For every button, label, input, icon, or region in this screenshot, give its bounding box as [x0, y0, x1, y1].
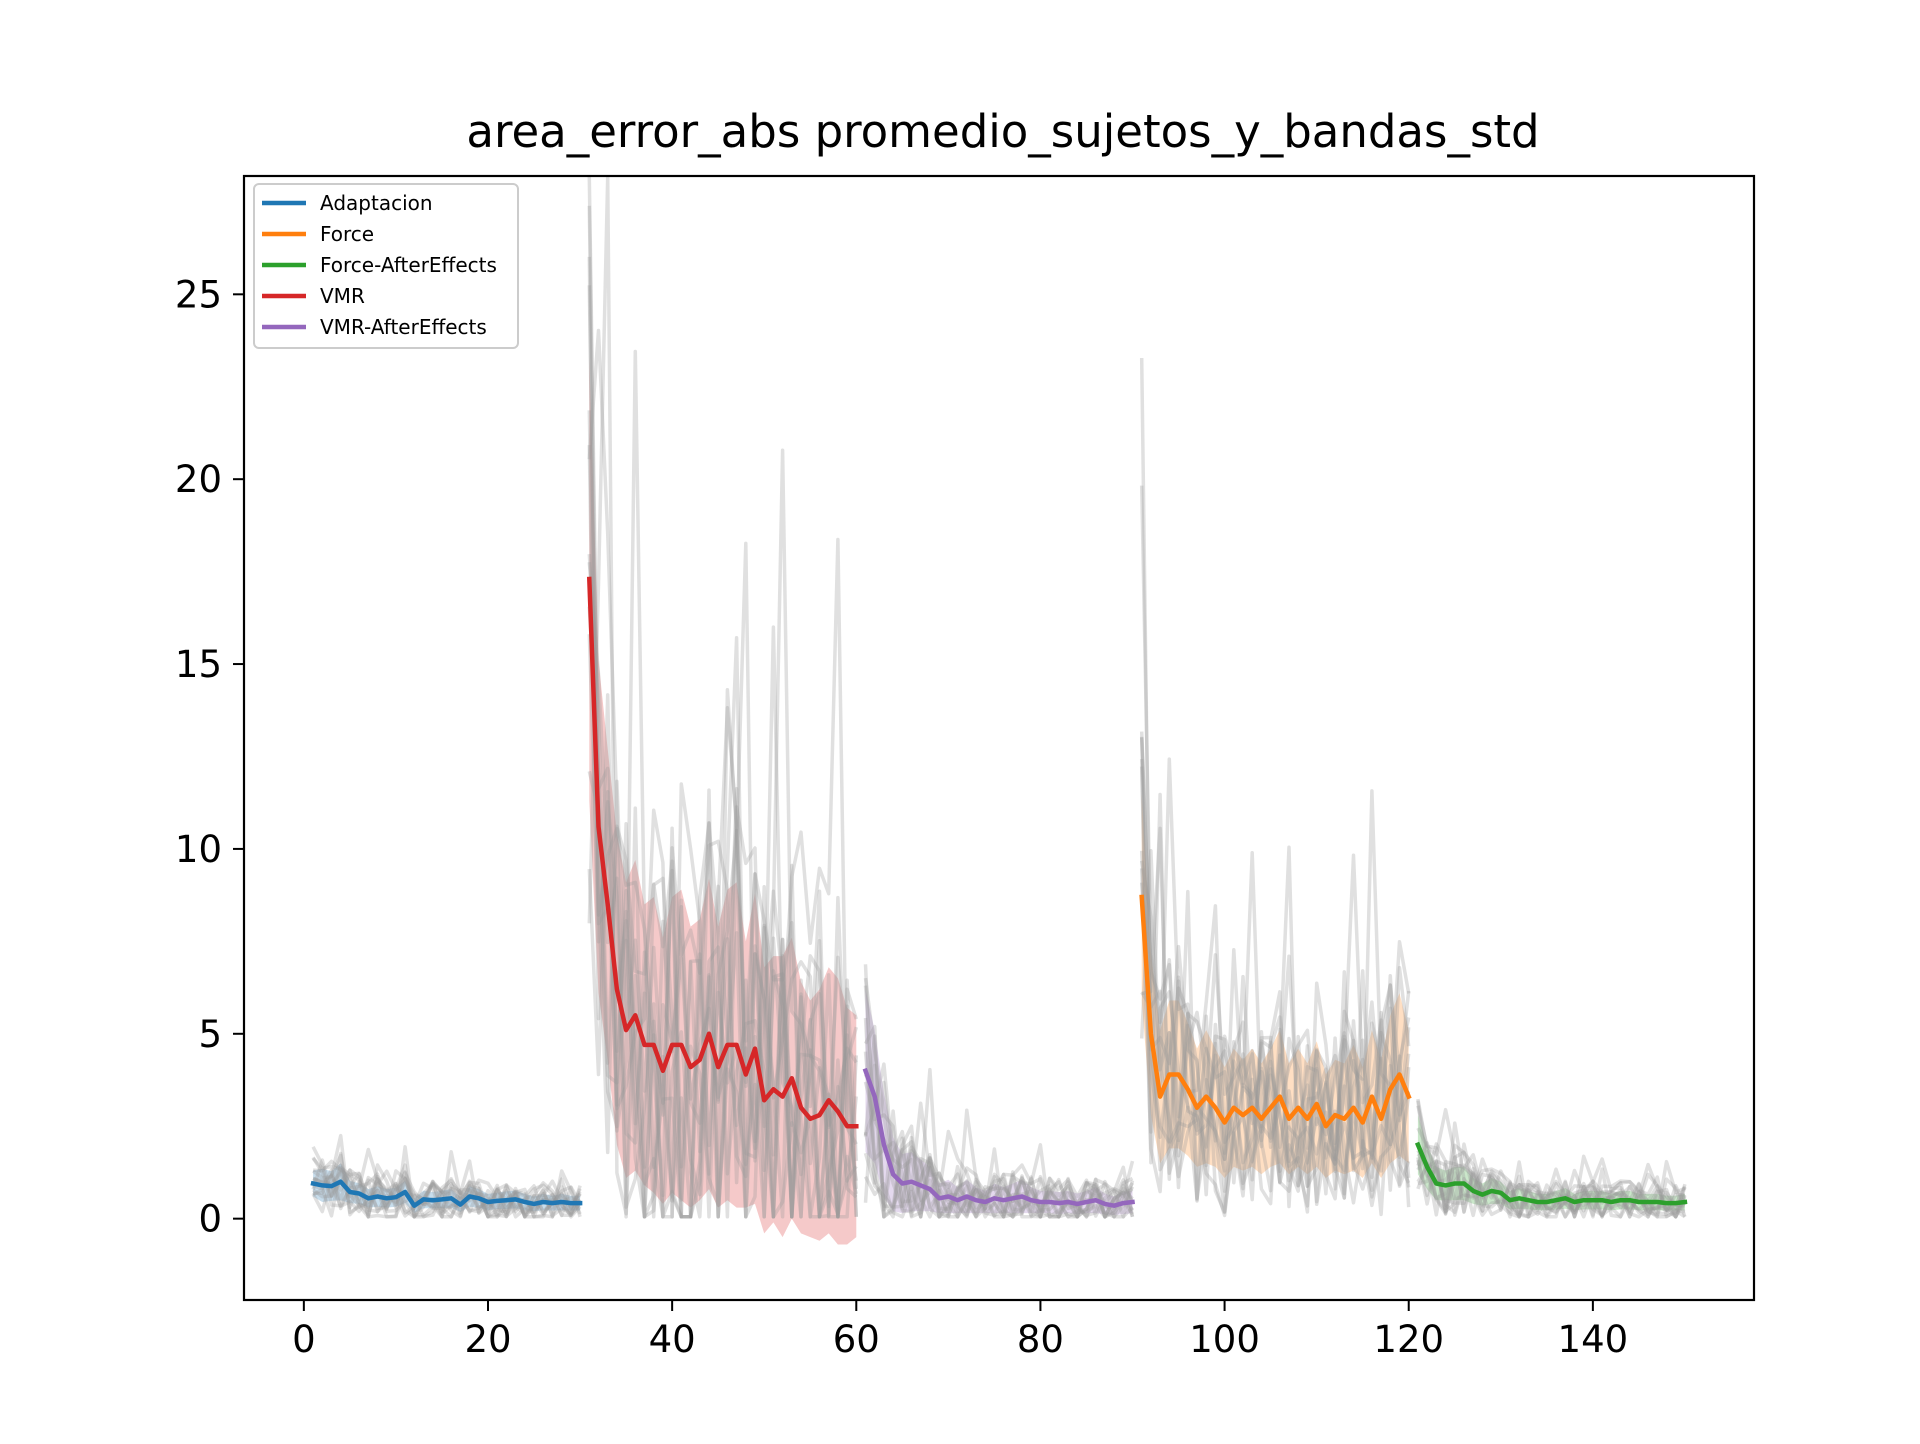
subject-trace-vmr-aftereffects — [863, 977, 1134, 1219]
subject-trace-adaptacion — [311, 1145, 582, 1219]
subject-trace-vmr — [587, 770, 859, 1219]
subject-trace-adaptacion — [312, 1168, 582, 1219]
y-axis: 0 5 10 15 20 25 — [175, 273, 244, 1241]
subject-trace-vmr-aftereffects — [863, 1062, 1135, 1219]
subject-trace-force — [1139, 882, 1411, 1202]
subject-trace-force-aftereffects — [1417, 1142, 1687, 1219]
subject-trace-force — [1139, 868, 1411, 1194]
subject-trace-vmr — [587, 175, 858, 1219]
std-band-vmr-aftereffects — [865, 989, 1133, 1215]
y-tick-label: 10 — [175, 828, 222, 871]
subject-trace-force-aftereffects — [1416, 1141, 1686, 1219]
subject-trace-adaptacion — [311, 1146, 581, 1219]
subject-trace-force-aftereffects — [1416, 1142, 1687, 1219]
x-tick-label: 120 — [1373, 1318, 1444, 1361]
series-line-vmr — [586, 576, 859, 1129]
legend-label: VMR — [320, 284, 365, 308]
subject-trace-vmr-aftereffects — [863, 1017, 1135, 1219]
subject-trace-adaptacion — [312, 1133, 582, 1219]
subject-trace-force-aftereffects — [1416, 1160, 1686, 1219]
series-line-vmr-aftereffects — [862, 1067, 1136, 1208]
mean-lines — [310, 576, 1688, 1208]
x-tick-label: 20 — [464, 1318, 511, 1361]
subject-trace-adaptacion — [312, 1169, 582, 1219]
subject-trace-force — [1139, 850, 1411, 1193]
std-band-force — [1141, 793, 1409, 1178]
subject-trace-adaptacion — [311, 1157, 582, 1219]
x-tick-label: 0 — [292, 1318, 316, 1361]
subject-trace-vmr — [587, 285, 859, 1219]
subject-trace-force — [1139, 731, 1411, 1204]
subject-trace-vmr-aftereffects — [863, 964, 1134, 1219]
subject-trace-force — [1139, 736, 1411, 1205]
y-tick-label: 25 — [175, 273, 222, 316]
legend-box — [253, 183, 519, 349]
subject-trace-vmr — [587, 634, 858, 1219]
plot-area — [310, 175, 1688, 1245]
subject-trace-force-aftereffects — [1416, 1100, 1687, 1219]
legend-items: Adaptacion Force Force-AfterEffects VMR VMR-… — [262, 191, 497, 339]
subject-trace-adaptacion — [312, 1153, 582, 1219]
subject-trace-force-aftereffects — [1416, 1143, 1686, 1219]
axes-frame — [242, 174, 1756, 1302]
series-line-adaptacion — [310, 1179, 583, 1208]
subject-trace-vmr — [587, 205, 859, 1219]
y-tick-label: 0 — [198, 1198, 222, 1241]
subject-trace-force-aftereffects — [1416, 1157, 1687, 1219]
subject-trace-force-aftereffects — [1416, 1149, 1687, 1219]
subject-trace-vmr — [587, 445, 858, 1219]
subject-trace-vmr — [587, 256, 858, 1219]
subject-trace-force — [1139, 759, 1411, 1218]
x-tick-label: 100 — [1189, 1318, 1260, 1361]
std-band-force-aftereffects — [1417, 1115, 1685, 1211]
x-axis: 0 20 40 60 80 100 120 140 — [292, 1300, 1628, 1361]
subject-trace-vmr — [587, 176, 859, 1219]
series-line-force — [1139, 894, 1412, 1129]
subject-trace-vmr — [587, 553, 859, 1219]
subject-trace-force-aftereffects — [1416, 1105, 1687, 1219]
subject-trace-vmr — [587, 349, 858, 1219]
subject-trace-vmr-aftereffects — [863, 1136, 1135, 1219]
legend-label: Adaptacion — [320, 191, 433, 215]
legend-label: VMR-AfterEffects — [320, 315, 487, 339]
y-tick-label: 20 — [175, 458, 222, 501]
subject-trace-force — [1139, 737, 1411, 1217]
x-tick-label: 60 — [833, 1318, 880, 1361]
subject-trace-vmr-aftereffects — [863, 1063, 1135, 1219]
subject-trace-adaptacion — [312, 1165, 582, 1219]
series-line-force-aftereffects — [1414, 1141, 1688, 1206]
subject-trace-force — [1139, 860, 1411, 1201]
y-tick-label: 15 — [175, 643, 222, 686]
chart-title: area_error_abs promedio_sujetos_y_bandas… — [466, 105, 1539, 158]
subject-trace-force — [1139, 357, 1411, 1214]
legend-label: Force — [320, 222, 374, 246]
subject-trace-vmr-aftereffects — [863, 985, 1135, 1219]
subject-trace-adaptacion — [312, 1159, 582, 1219]
subject-trace-force — [1139, 849, 1411, 1215]
x-tick-label: 140 — [1558, 1318, 1629, 1361]
y-tick-label: 5 — [198, 1013, 222, 1056]
std-band-vmr — [589, 357, 857, 1245]
subject-trace-vmr-aftereffects — [863, 1024, 1135, 1219]
x-tick-label: 40 — [649, 1318, 696, 1361]
legend-label: Force-AfterEffects — [320, 253, 497, 277]
subject-trace-force — [1139, 485, 1411, 1214]
x-tick-label: 80 — [1017, 1318, 1064, 1361]
subject-trace-vmr — [587, 606, 859, 1219]
subject-trace-force-aftereffects — [1416, 1107, 1687, 1219]
subject-trace-force — [1141, 826, 1411, 1209]
subject-trace-vmr — [587, 537, 859, 1219]
legend: Adaptacion Force Force-AfterEffects VMR VMR-… — [253, 183, 519, 349]
subject-trace-vmr-aftereffects — [863, 1081, 1134, 1219]
subject-trace-vmr-aftereffects — [863, 1034, 1135, 1219]
subject-trace-vmr-aftereffects — [863, 1051, 1134, 1219]
subject-trace-vmr-aftereffects — [863, 1165, 1134, 1219]
